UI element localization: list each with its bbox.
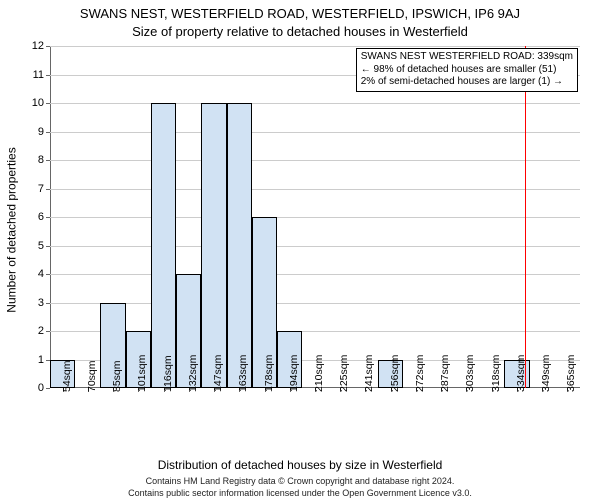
xtick-label: 318sqm (490, 355, 502, 392)
ytick-mark (46, 75, 50, 76)
gridline (50, 246, 580, 247)
xtick-label: 163sqm (237, 355, 249, 392)
ytick-mark (46, 160, 50, 161)
ytick-mark (46, 246, 50, 247)
ytick-label: 9 (38, 126, 44, 138)
gridline (50, 160, 580, 161)
footer-copyright-2: Contains public sector information licen… (0, 488, 600, 498)
gridline (50, 132, 580, 133)
ytick-label: 2 (38, 325, 44, 337)
ytick-label: 12 (32, 40, 44, 52)
plot-area: 012345678910111254sqm70sqm85sqm101sqm116… (50, 46, 580, 388)
ytick-label: 5 (38, 240, 44, 252)
ytick-mark (46, 46, 50, 47)
annotation-line: SWANS NEST WESTERFIELD ROAD: 339sqm (361, 51, 573, 64)
xtick-label: 132sqm (187, 355, 199, 392)
xtick-label: 303sqm (464, 355, 476, 392)
ytick-label: 10 (32, 97, 44, 109)
gridline (50, 46, 580, 47)
gridline (50, 103, 580, 104)
ytick-mark (46, 274, 50, 275)
ytick-label: 6 (38, 211, 44, 223)
ytick-mark (46, 303, 50, 304)
xtick-label: 256sqm (389, 355, 401, 392)
xtick-label: 70sqm (86, 360, 98, 392)
xtick-label: 349sqm (540, 355, 552, 392)
bar (227, 103, 252, 388)
ytick-label: 1 (38, 354, 44, 366)
footer-copyright-1: Contains HM Land Registry data © Crown c… (0, 476, 600, 486)
gridline (50, 303, 580, 304)
xtick-label: 225sqm (338, 355, 350, 392)
ytick-mark (46, 331, 50, 332)
ytick-label: 8 (38, 154, 44, 166)
annotation-line: ← 98% of detached houses are smaller (51… (361, 64, 573, 77)
y-axis-label-wrap: Number of detached properties (4, 0, 20, 460)
ytick-mark (46, 189, 50, 190)
ytick-label: 0 (38, 382, 44, 394)
ytick-mark (46, 217, 50, 218)
annotation-line: 2% of semi-detached houses are larger (1… (361, 76, 573, 89)
xtick-label: 272sqm (414, 355, 426, 392)
annotation-box: SWANS NEST WESTERFIELD ROAD: 339sqm← 98%… (356, 48, 578, 92)
ytick-mark (46, 132, 50, 133)
xtick-label: 365sqm (565, 355, 577, 392)
xtick-label: 241sqm (363, 355, 375, 392)
ytick-label: 7 (38, 183, 44, 195)
gridline (50, 217, 580, 218)
ytick-label: 3 (38, 297, 44, 309)
gridline (50, 274, 580, 275)
xtick-label: 116sqm (162, 355, 174, 392)
xtick-label: 210sqm (313, 355, 325, 392)
xtick-label: 101sqm (136, 355, 148, 392)
xtick-label: 194sqm (288, 355, 300, 392)
chart-title-line2: Size of property relative to detached ho… (0, 24, 600, 39)
ytick-label: 11 (33, 69, 44, 81)
y-axis-label: Number of detached properties (5, 147, 19, 312)
x-axis-label: Distribution of detached houses by size … (0, 458, 600, 472)
ytick-label: 4 (38, 268, 44, 280)
xtick-label: 178sqm (263, 355, 275, 392)
bar (151, 103, 176, 388)
gridline (50, 189, 580, 190)
chart-title-line1: SWANS NEST, WESTERFIELD ROAD, WESTERFIEL… (0, 6, 600, 21)
marker-line (525, 46, 526, 388)
xtick-label: 287sqm (439, 355, 451, 392)
ytick-mark (46, 388, 50, 389)
bar (201, 103, 226, 388)
xtick-label: 54sqm (61, 360, 73, 392)
xtick-label: 85sqm (111, 360, 123, 392)
ytick-mark (46, 103, 50, 104)
xtick-label: 147sqm (212, 355, 224, 392)
